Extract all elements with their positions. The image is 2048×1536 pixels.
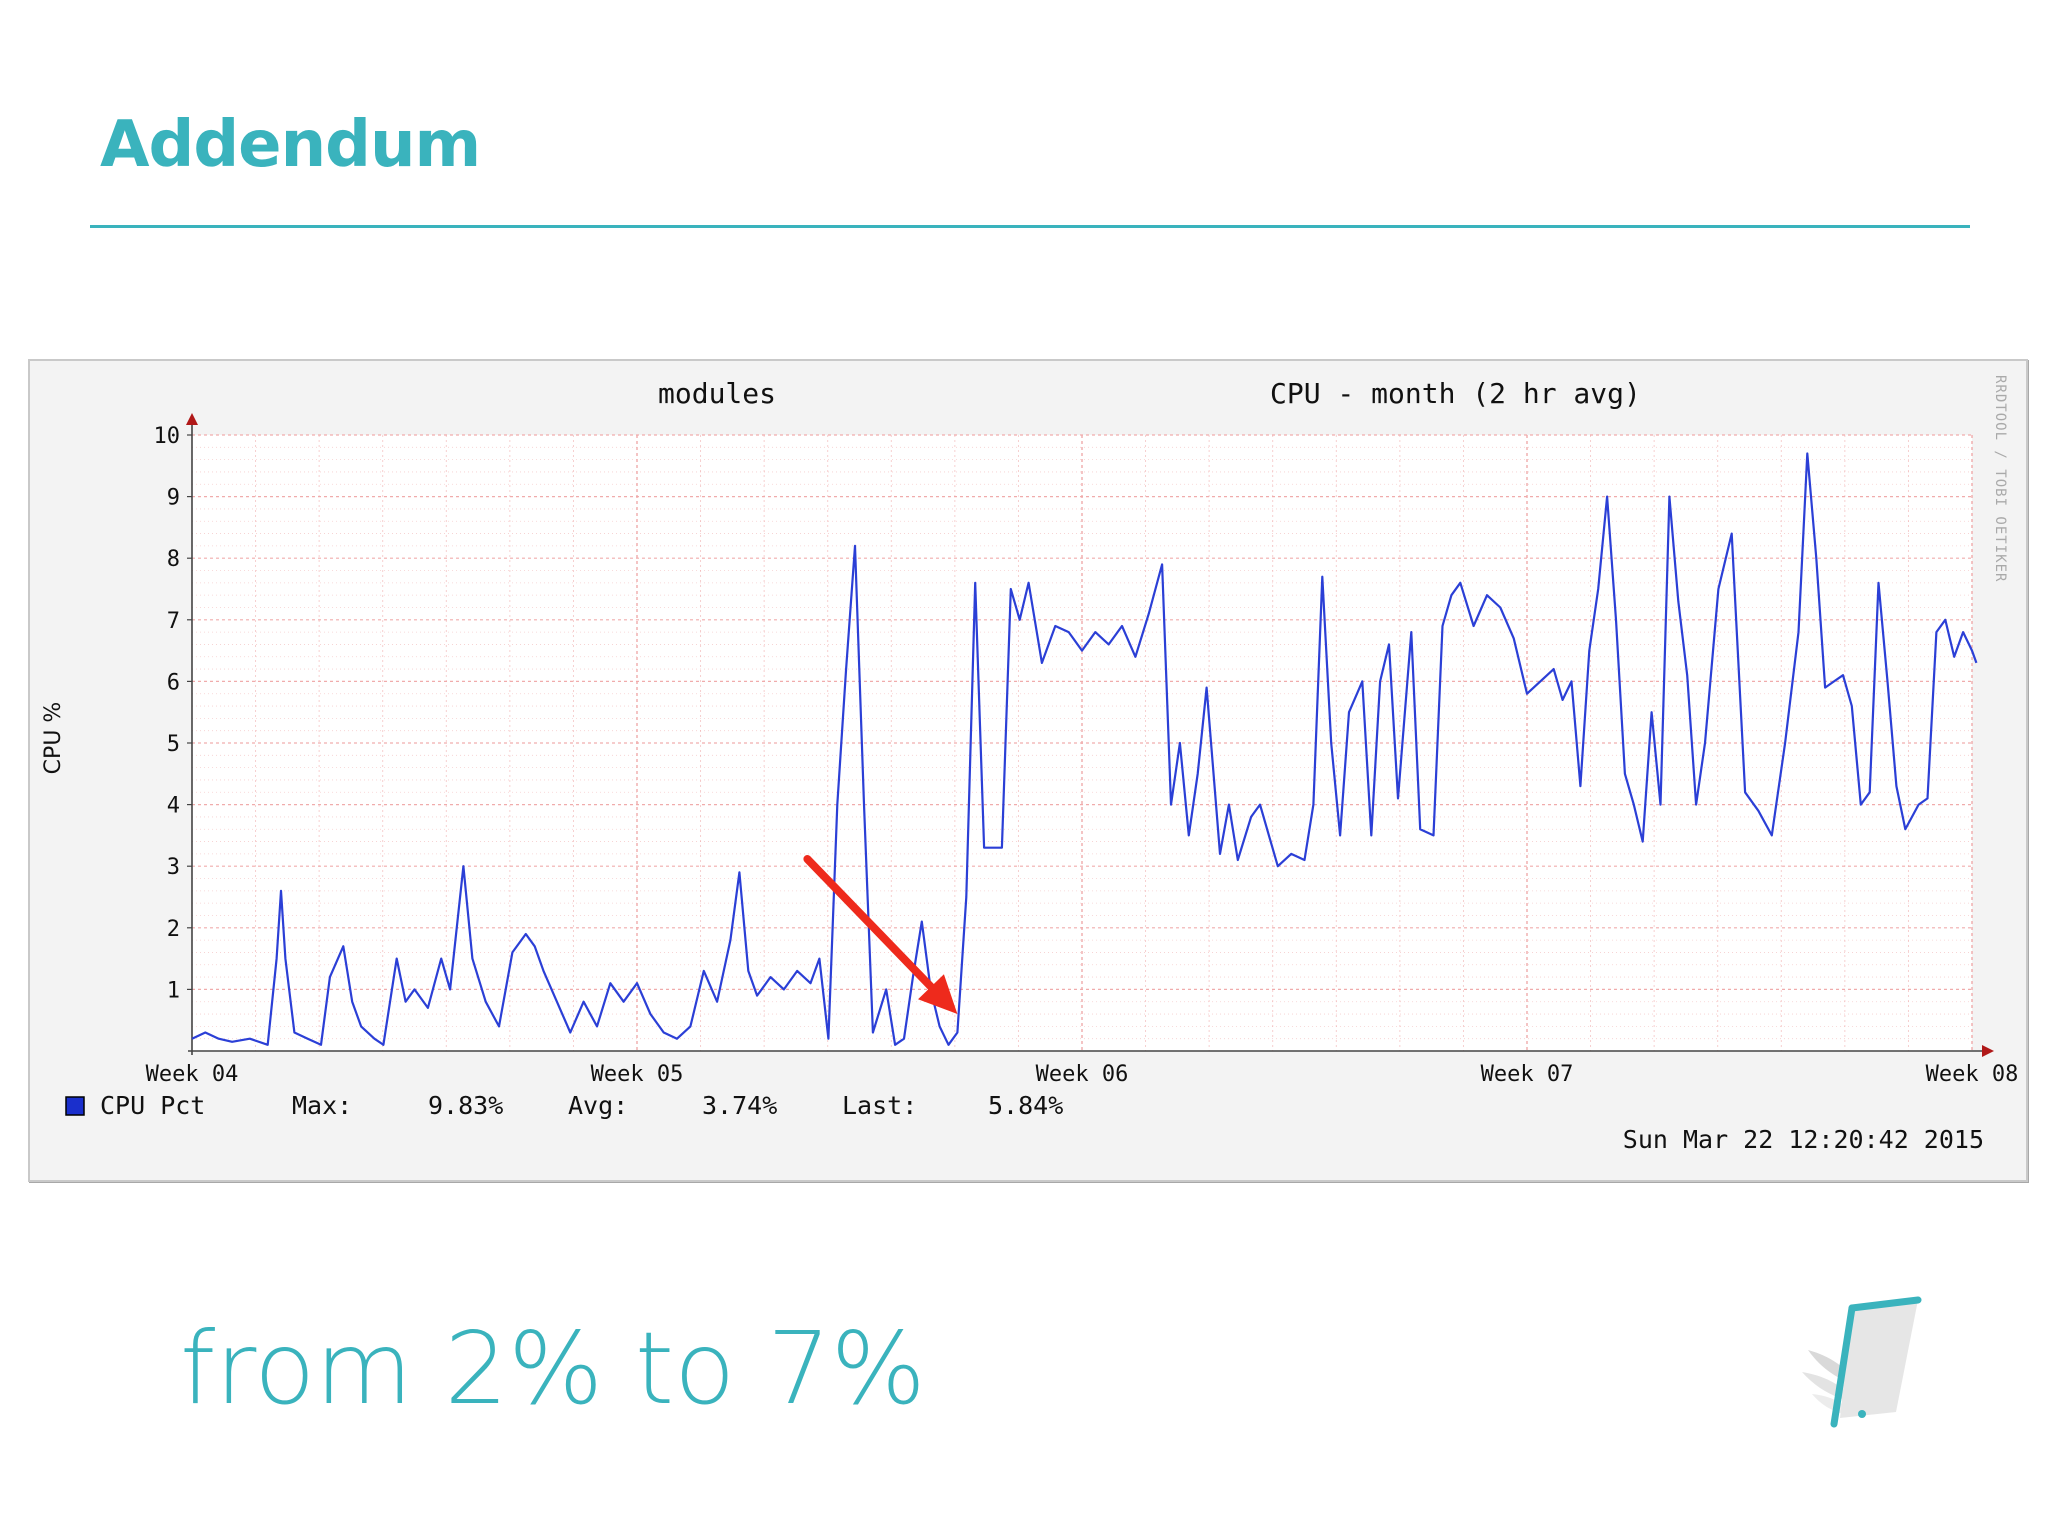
y-axis-label: CPU % bbox=[41, 702, 66, 775]
y-axis-arrowhead bbox=[186, 413, 198, 425]
y-tick-label: 8 bbox=[167, 547, 180, 572]
chart-title: modules bbox=[658, 377, 776, 410]
axis-layer: 1 2 3 4 5 6 7 8 9 10 Week 04 Week 05 Week 06 Week 07 W… bbox=[146, 413, 2019, 1087]
legend-swatch bbox=[65, 1096, 85, 1116]
cpu-chart: 1 2 3 4 5 6 7 8 9 10 Week 04 Week 05 Week 06 Week 07 W… bbox=[28, 359, 2028, 1182]
legend-max-value: 9.83% bbox=[428, 1091, 503, 1120]
legend-last-label: Last: bbox=[842, 1091, 917, 1120]
arrow-shaft bbox=[803, 855, 935, 991]
y-tick-label: 6 bbox=[167, 670, 180, 695]
title-divider bbox=[90, 225, 1970, 228]
brand-logo-icon bbox=[1802, 1296, 1922, 1428]
arrow-head bbox=[918, 974, 958, 1015]
y-tick-label: 10 bbox=[154, 424, 181, 449]
y-tick-label: 4 bbox=[167, 794, 180, 819]
legend-avg-label: Avg: bbox=[568, 1091, 628, 1120]
watermark: RRDTOOL / TOBI OETIKER bbox=[1992, 375, 2008, 582]
y-tick-label: 9 bbox=[167, 486, 180, 511]
y-tick-label: 2 bbox=[167, 917, 180, 942]
slide-title: Addendum bbox=[100, 108, 481, 182]
annotation-arrow bbox=[803, 855, 958, 1015]
grid-layer bbox=[192, 434, 1973, 1051]
caption-text: from 2% to 7% bbox=[180, 1310, 926, 1427]
x-tick-label: Week 06 bbox=[1036, 1062, 1129, 1087]
chart-canvas: 1 2 3 4 5 6 7 8 9 10 Week 04 Week 05 Week 06 Week 07 W… bbox=[41, 375, 2019, 1154]
y-tick-label: 1 bbox=[167, 978, 180, 1003]
y-tick-label: 7 bbox=[167, 609, 180, 634]
x-axis-arrowhead bbox=[1982, 1045, 1994, 1057]
x-tick-label: Week 05 bbox=[591, 1062, 684, 1087]
x-tick-label: Week 04 bbox=[146, 1062, 239, 1087]
x-tick-label: Week 08 bbox=[1926, 1062, 2019, 1087]
y-tick-label: 3 bbox=[167, 855, 180, 880]
timestamp: Sun Mar 22 12:20:42 2015 bbox=[1623, 1125, 1984, 1154]
legend-max-label: Max: bbox=[292, 1091, 352, 1120]
legend-label: CPU Pct bbox=[100, 1091, 205, 1120]
legend-avg-value: 3.74% bbox=[702, 1091, 777, 1120]
x-tick-label: Week 07 bbox=[1481, 1062, 1574, 1087]
y-tick-label: 5 bbox=[167, 732, 180, 757]
chart-subtitle: CPU - month (2 hr avg) bbox=[1270, 377, 1641, 410]
series-line-cpu-pct bbox=[191, 452, 1978, 1046]
legend-last-value: 5.84% bbox=[988, 1091, 1063, 1120]
